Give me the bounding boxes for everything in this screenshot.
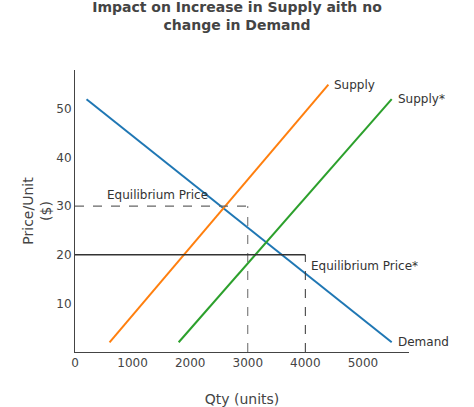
svg-text:50: 50	[56, 102, 71, 116]
svg-text:Price/Unit($): Price/Unit($)	[20, 177, 54, 245]
svg-text:0: 0	[71, 356, 79, 370]
svg-text:4000: 4000	[290, 356, 321, 370]
svg-text:20: 20	[56, 248, 71, 262]
svg-text:Impact on Increase in Supply a: Impact on Increase in Supply aith nochan…	[92, 0, 382, 33]
svg-text:Demand: Demand	[398, 335, 449, 349]
svg-text:Qty (units): Qty (units)	[205, 391, 280, 407]
svg-text:10: 10	[56, 297, 71, 311]
svg-text:Equilibrium Price: Equilibrium Price	[107, 188, 208, 202]
svg-text:Supply: Supply	[334, 78, 375, 92]
svg-text:2000: 2000	[175, 356, 206, 370]
svg-text:1000: 1000	[117, 356, 148, 370]
svg-text:Supply*: Supply*	[398, 92, 445, 106]
svg-text:40: 40	[56, 151, 71, 165]
svg-text:Equilibrium Price*: Equilibrium Price*	[311, 259, 418, 273]
svg-text:3000: 3000	[232, 356, 263, 370]
svg-text:5000: 5000	[348, 356, 379, 370]
svg-text:30: 30	[56, 199, 71, 213]
